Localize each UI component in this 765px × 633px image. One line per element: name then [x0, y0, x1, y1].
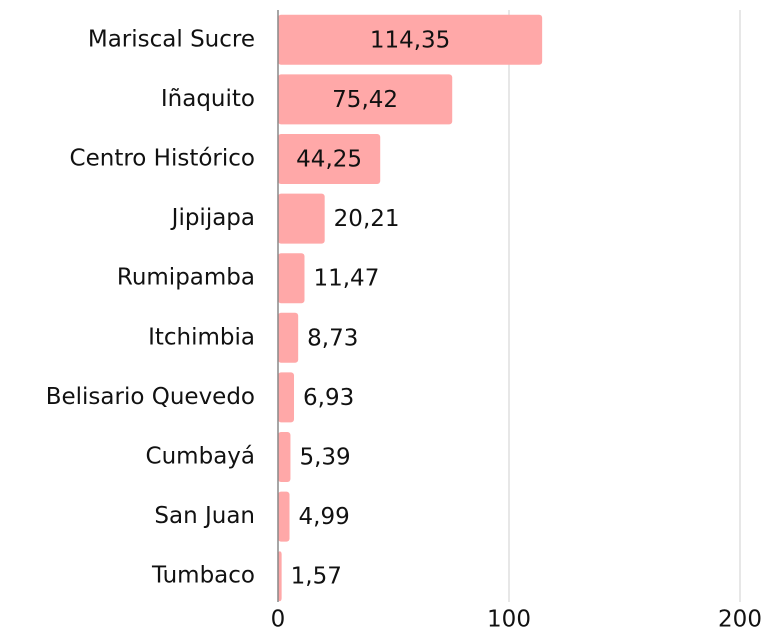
x-tick-label: 100 — [487, 607, 531, 633]
value-label: 44,25 — [296, 147, 362, 173]
bar — [278, 74, 453, 125]
y-tick-label: Belisario Quevedo — [46, 384, 255, 410]
y-tick-label: Jipijapa — [170, 205, 255, 231]
bar — [278, 551, 282, 602]
value-label: 1,57 — [291, 564, 342, 590]
value-label: 20,21 — [334, 206, 400, 232]
bar — [278, 312, 299, 363]
x-tick-label: 0 — [271, 607, 286, 633]
y-tick-label: Tumbaco — [151, 563, 255, 589]
y-tick-label: Mariscal Sucre — [88, 26, 255, 52]
bar — [278, 14, 543, 65]
value-label: 5,39 — [299, 445, 350, 471]
x-tick-label: 200 — [718, 607, 762, 633]
value-label: 4,99 — [299, 504, 350, 530]
value-label: 11,47 — [313, 266, 379, 292]
bar — [278, 432, 291, 482]
y-tick-label: San Juan — [154, 503, 255, 529]
bar — [278, 193, 325, 244]
y-tick-label: Itchimbia — [148, 324, 255, 350]
value-label: 8,73 — [307, 325, 358, 351]
y-tick-label: Cumbayá — [146, 444, 255, 470]
value-label: 114,35 — [370, 27, 450, 53]
y-tick-label: Rumipamba — [117, 265, 255, 291]
bar — [278, 134, 381, 184]
bar — [278, 491, 290, 542]
value-label: 75,42 — [332, 87, 398, 113]
bar — [278, 253, 305, 304]
y-tick-label: Centro Histórico — [70, 146, 255, 172]
y-tick-label: Iñaquito — [161, 86, 255, 112]
value-label: 6,93 — [303, 385, 354, 411]
bar — [278, 372, 295, 423]
